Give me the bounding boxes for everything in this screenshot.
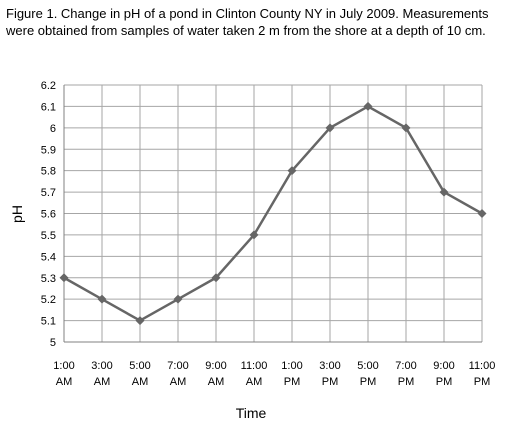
y-tick-labels: 5 5.1 5.2 5.3 5.4 5.5 5.6 5.7 5.8 5.9 6 6.1 6.2 xyxy=(41,80,56,349)
y-tick-label: 5.1 xyxy=(41,316,56,328)
data-point xyxy=(325,123,335,133)
y-tick-label: 5.7 xyxy=(41,187,56,199)
x-tick-label: 9:00 xyxy=(433,360,454,372)
grid-lines xyxy=(64,84,483,342)
x-tick-label: 9:00 xyxy=(205,360,226,372)
data-point xyxy=(249,230,259,240)
axes xyxy=(63,85,482,343)
y-tick-label: 5.8 xyxy=(41,166,56,178)
data-point xyxy=(97,294,107,304)
y-tick-label: 5.2 xyxy=(41,294,56,306)
x-tick-label-ampm: AM xyxy=(56,376,73,388)
x-tick-label-ampm: PM xyxy=(360,376,377,388)
data-point xyxy=(439,187,449,197)
series-ph xyxy=(59,101,487,326)
x-tick-label: 3:00 xyxy=(319,360,340,372)
x-tick-label-ampm: AM xyxy=(208,376,225,388)
y-tick-label: 5.9 xyxy=(41,144,56,156)
y-tick-label: 6.2 xyxy=(41,80,56,92)
y-tick-label: 5.5 xyxy=(41,230,56,242)
x-tick-labels: 1:00 AM 3:00 AM 5:00 AM 7:00 AM 9:00 AM 11:00 AM 1:0… xyxy=(53,360,495,388)
x-tick-label: 1:00 xyxy=(281,360,302,372)
x-tick-label: 7:00 xyxy=(167,360,188,372)
data-point xyxy=(287,166,297,176)
x-tick-label: 5:00 xyxy=(357,360,378,372)
x-tick-label: 11:00 xyxy=(469,360,496,372)
data-point xyxy=(401,123,411,133)
series-line xyxy=(63,105,483,322)
x-tick-label-ampm: AM xyxy=(94,376,111,388)
y-tick-label: 6 xyxy=(50,123,56,135)
y-tick-label: 5.3 xyxy=(41,273,56,285)
x-tick-label-ampm: PM xyxy=(398,376,415,388)
figure-caption: Figure 1. Change in pH of a pond in Clin… xyxy=(6,6,489,38)
x-tick-label-ampm: PM xyxy=(322,376,339,388)
data-point xyxy=(477,209,487,218)
y-tick-label: 5 xyxy=(50,337,56,349)
data-point xyxy=(211,273,221,283)
y-tick-label: 5.4 xyxy=(41,251,56,263)
x-axis-title: Time xyxy=(236,405,267,421)
x-tick-label: 5:00 xyxy=(129,360,150,372)
x-tick-label: 11:00 xyxy=(241,360,268,372)
x-tick-label: 1:00 xyxy=(53,360,74,372)
data-point xyxy=(59,273,69,283)
x-tick-label: 3:00 xyxy=(91,360,112,372)
y-axis-title: pH xyxy=(9,205,25,223)
x-tick-label-ampm: PM xyxy=(284,376,301,388)
x-tick-label-ampm: PM xyxy=(436,376,453,388)
x-tick-label-ampm: AM xyxy=(132,376,149,388)
x-tick-label-ampm: PM xyxy=(474,376,491,388)
data-point xyxy=(363,101,373,111)
x-tick-label-ampm: AM xyxy=(246,376,263,388)
y-tick-label: 5.6 xyxy=(41,209,56,221)
y-tick-label: 6.1 xyxy=(41,101,56,113)
x-tick-label: 7:00 xyxy=(395,360,416,372)
x-tick-label-ampm: AM xyxy=(170,376,187,388)
data-point xyxy=(173,294,183,304)
data-point xyxy=(135,316,145,326)
